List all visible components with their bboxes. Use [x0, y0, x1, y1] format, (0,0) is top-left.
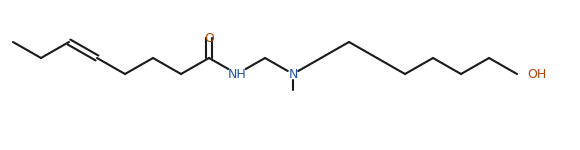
- Text: OH: OH: [527, 68, 546, 81]
- Text: N: N: [288, 68, 298, 81]
- Text: O: O: [204, 32, 214, 45]
- Text: NH: NH: [227, 68, 246, 81]
